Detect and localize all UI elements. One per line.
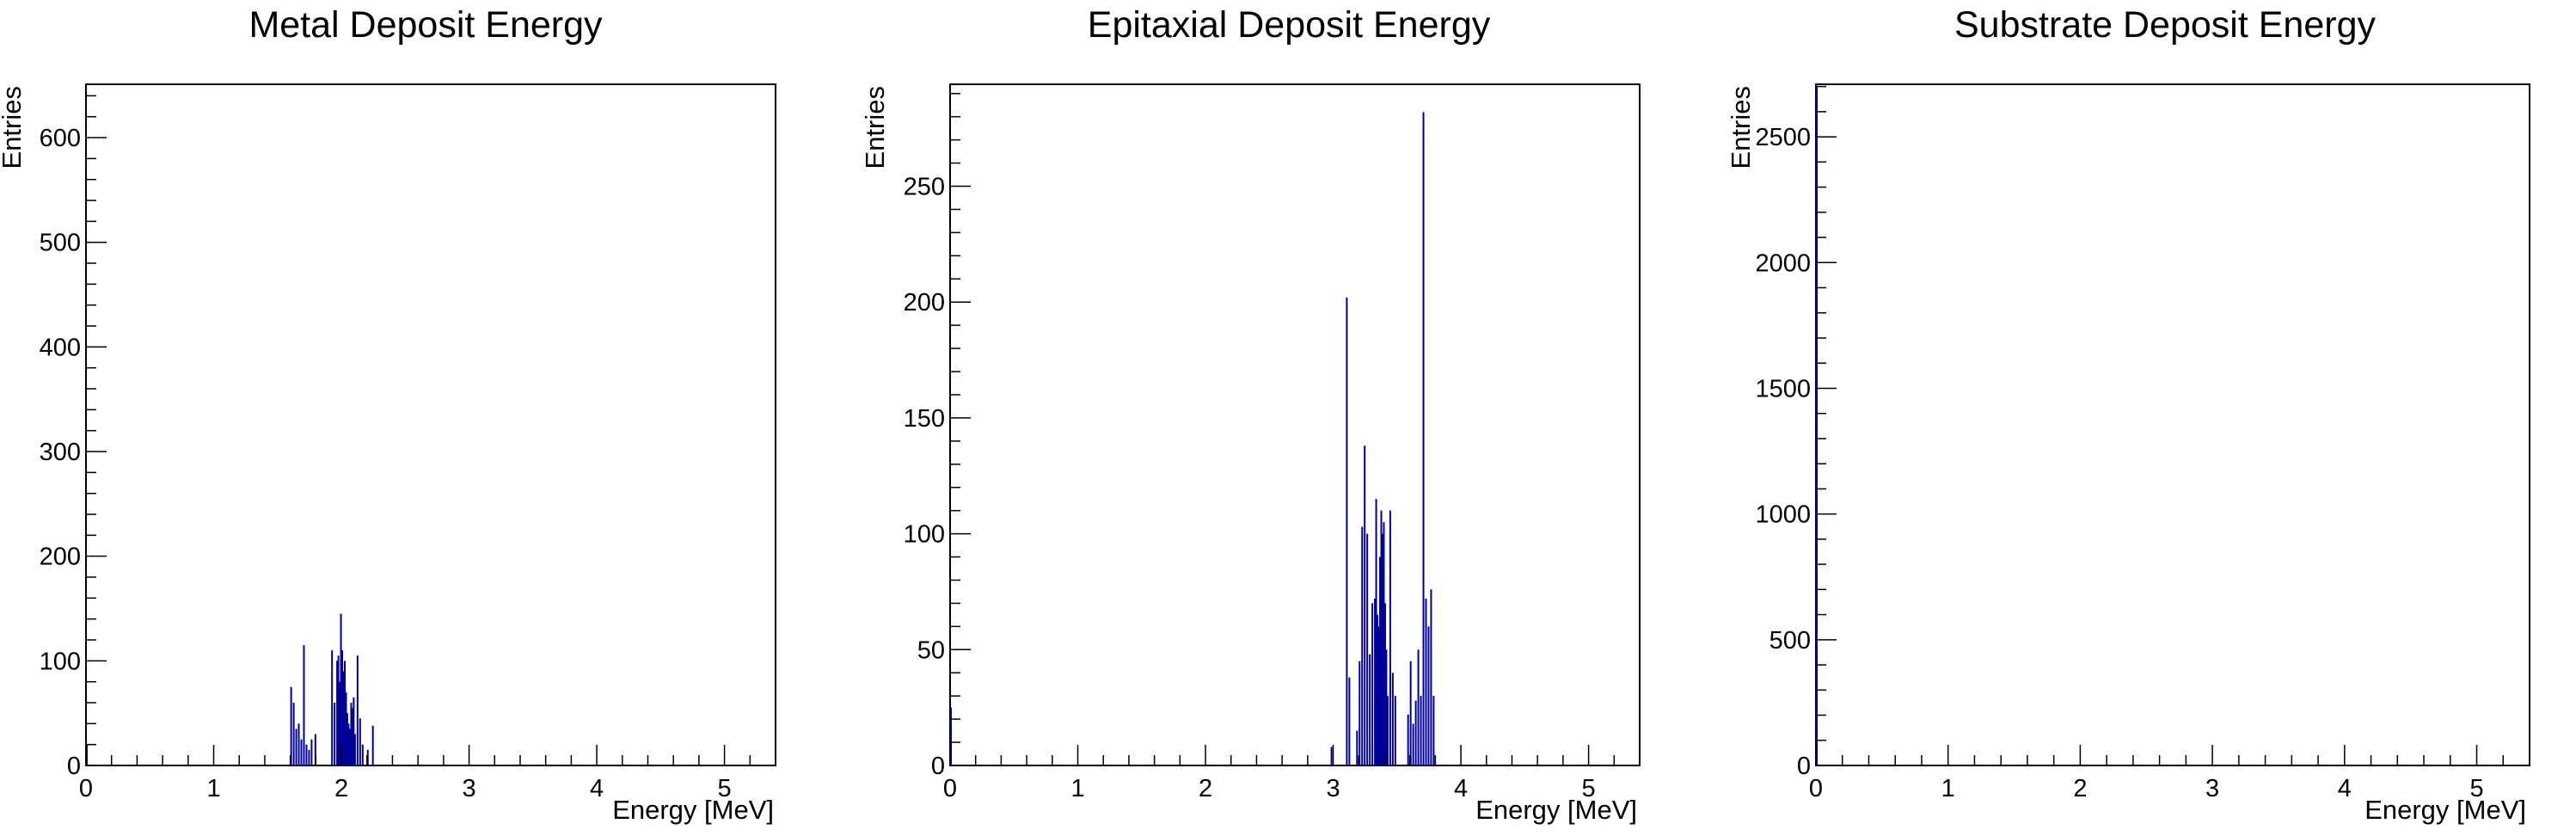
y-axis-label: Entries xyxy=(0,86,27,169)
x-axis-label: Energy [MeV] xyxy=(1475,795,1637,825)
epitaxial-deposit-panel: Epitaxial Deposit Energy 0 1 2 3 4 5 0 50 100 15… xyxy=(860,4,1641,825)
x-ticks: 0 1 2 3 4 5 xyxy=(1809,745,2530,802)
x-tick-label: 3 xyxy=(462,775,475,802)
x-tick-label: 2 xyxy=(334,775,348,802)
y-tick-label: 500 xyxy=(40,230,81,257)
y-tick-label: 300 xyxy=(40,439,81,466)
x-tick-label: 1 xyxy=(1941,775,1955,802)
y-ticks: 0 500 1000 1500 2000 2500 xyxy=(1755,85,1837,780)
histogram-bars xyxy=(86,613,374,765)
x-tick-label: 1 xyxy=(1070,775,1084,802)
x-tick-label: 5 xyxy=(718,775,732,802)
metal-deposit-panel: Metal Deposit Energy 0 1 2 3 4 5 0 100 200 300 40… xyxy=(0,4,776,825)
x-ticks: 0 1 2 3 4 5 xyxy=(943,745,1641,802)
chart-title: Metal Deposit Energy xyxy=(248,4,603,46)
x-tick-label: 4 xyxy=(590,775,604,802)
x-tick-label: 4 xyxy=(1454,775,1468,802)
histogram-bars xyxy=(950,112,1435,765)
y-tick-label: 600 xyxy=(40,125,81,152)
x-tick-label: 5 xyxy=(2469,775,2483,802)
x-tick-label: 1 xyxy=(206,775,220,802)
y-tick-label: 150 xyxy=(904,405,945,433)
y-tick-label: 100 xyxy=(40,648,81,675)
chart-title: Substrate Deposit Energy xyxy=(1954,4,2376,46)
y-tick-label: 400 xyxy=(40,334,81,361)
chart-title: Epitaxial Deposit Energy xyxy=(1088,4,1491,46)
x-tick-label: 3 xyxy=(1326,775,1340,802)
y-axis-label: Entries xyxy=(860,86,890,169)
y-tick-label: 2000 xyxy=(1755,249,1811,277)
substrate-deposit-panel: Substrate Deposit Energy 0 1 2 3 4 5 0 500 1000… xyxy=(1726,4,2530,825)
plot-frame xyxy=(949,83,1641,766)
plot-frame xyxy=(85,83,776,766)
y-tick-label: 50 xyxy=(917,636,945,664)
y-ticks: 0 100 200 300 400 500 600 xyxy=(40,95,107,780)
x-tick-label: 5 xyxy=(1582,775,1596,802)
y-axis-label: Entries xyxy=(1726,86,1756,169)
y-tick-label: 250 xyxy=(904,174,945,201)
x-tick-label: 2 xyxy=(2073,775,2087,802)
x-tick-label: 0 xyxy=(79,775,93,802)
x-tick-label: 2 xyxy=(1199,775,1212,802)
y-ticks: 0 50 100 150 200 250 xyxy=(904,93,971,780)
y-tick-label: 500 xyxy=(1769,627,1811,655)
y-tick-label: 1000 xyxy=(1755,501,1811,529)
y-tick-label: 2500 xyxy=(1755,124,1811,151)
x-tick-label: 0 xyxy=(1809,775,1823,802)
x-axis-label: Energy [MeV] xyxy=(612,795,774,825)
y-tick-label: 1500 xyxy=(1755,375,1811,403)
x-tick-label: 3 xyxy=(2205,775,2219,802)
x-ticks: 0 1 2 3 4 5 xyxy=(79,745,776,802)
y-tick-label: 200 xyxy=(40,544,81,571)
y-tick-label: 100 xyxy=(904,521,945,549)
x-axis-label: Energy [MeV] xyxy=(2364,795,2526,825)
x-tick-label: 0 xyxy=(943,775,957,802)
y-tick-label: 0 xyxy=(931,753,945,780)
y-tick-label: 200 xyxy=(904,289,945,317)
y-tick-label: 0 xyxy=(67,753,81,780)
y-tick-label: 0 xyxy=(1797,753,1811,780)
x-tick-label: 4 xyxy=(2338,775,2352,802)
